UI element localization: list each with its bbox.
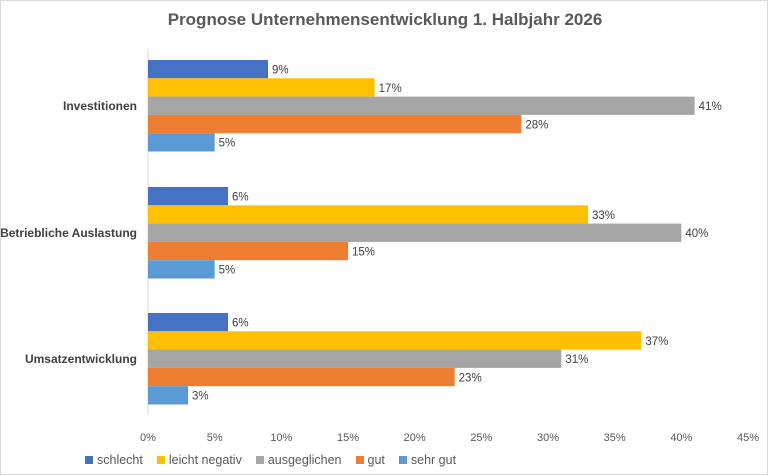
- bar-schlecht: [148, 60, 268, 79]
- legend-swatch: [355, 456, 364, 464]
- legend-label: leicht negativ: [168, 453, 242, 467]
- bar-sehr-gut: [148, 386, 188, 405]
- bar-ausgeglichen: [148, 349, 562, 368]
- legend: schlecht leicht negativ ausgeglichen gut seh…: [85, 453, 456, 467]
- data-label: 23%: [459, 372, 482, 384]
- legend-label: sehr gut: [410, 453, 457, 467]
- legend-item: ausgeglichen: [255, 453, 342, 467]
- x-tick-label: 30%: [537, 432, 559, 444]
- x-tick-label: 10%: [270, 432, 292, 444]
- legend-item: schlecht: [85, 453, 143, 467]
- x-tick-label: 5%: [207, 432, 223, 444]
- data-label: 3%: [192, 391, 209, 403]
- data-label: 37%: [645, 336, 668, 348]
- category-label: Investitionen: [63, 99, 137, 113]
- bar-sehr-gut: [148, 260, 215, 279]
- legend-label: schlecht: [97, 453, 143, 467]
- chart-title: Prognose Unternehmensentwicklung 1. Halb…: [167, 10, 603, 29]
- bar-leicht-negativ: [148, 331, 642, 350]
- bar-sehr-gut: [148, 133, 215, 152]
- legend-label: gut: [367, 453, 385, 467]
- bar-gut: [148, 367, 455, 387]
- data-label: 15%: [352, 246, 375, 258]
- bar-gut: [148, 114, 522, 134]
- x-tick-label: 0%: [140, 432, 156, 444]
- x-tick-label: 15%: [337, 432, 359, 444]
- bar-leicht-negativ: [148, 78, 375, 97]
- data-label: 5%: [219, 265, 236, 277]
- x-tick-label: 35%: [604, 432, 626, 444]
- data-label: 6%: [232, 192, 249, 204]
- data-label: 5%: [219, 138, 236, 150]
- category-label: Umsatzentwicklung: [25, 352, 137, 366]
- x-tick-label: 45%: [737, 432, 759, 444]
- legend-swatch: [398, 456, 407, 464]
- legend-item: sehr gut: [398, 453, 457, 467]
- x-tick-label: 25%: [470, 432, 492, 444]
- legend-swatch: [85, 456, 93, 464]
- legend-label: ausgeglichen: [267, 453, 342, 467]
- bar-schlecht: [148, 187, 228, 206]
- data-label: 9%: [272, 65, 289, 77]
- bar-ausgeglichen: [148, 96, 695, 115]
- legend-item: leicht negativ: [156, 453, 242, 467]
- x-tick-label: 40%: [670, 432, 692, 444]
- data-label: 28%: [525, 119, 548, 131]
- bar-schlecht: [148, 313, 228, 332]
- data-label: 6%: [232, 318, 249, 330]
- data-label: 40%: [685, 228, 708, 240]
- legend-item: gut: [355, 453, 385, 467]
- bar-ausgeglichen: [148, 223, 682, 242]
- category-label: Betriebliche Auslastung: [1, 226, 137, 240]
- data-label: 31%: [565, 354, 588, 366]
- x-tick-label: 20%: [404, 432, 426, 444]
- data-label: 41%: [699, 101, 722, 113]
- data-label: 17%: [379, 83, 402, 95]
- bar-gut: [148, 241, 348, 261]
- legend-swatch: [156, 456, 165, 464]
- data-label: 33%: [592, 210, 615, 222]
- legend-swatch: [255, 456, 264, 464]
- bar-leicht-negativ: [148, 205, 588, 224]
